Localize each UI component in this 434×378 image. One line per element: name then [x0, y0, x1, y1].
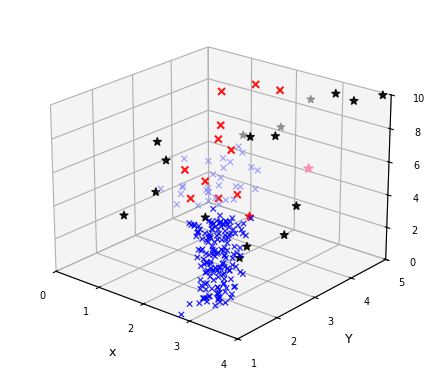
X-axis label: x: x — [108, 346, 115, 359]
Y-axis label: Y: Y — [345, 333, 353, 346]
